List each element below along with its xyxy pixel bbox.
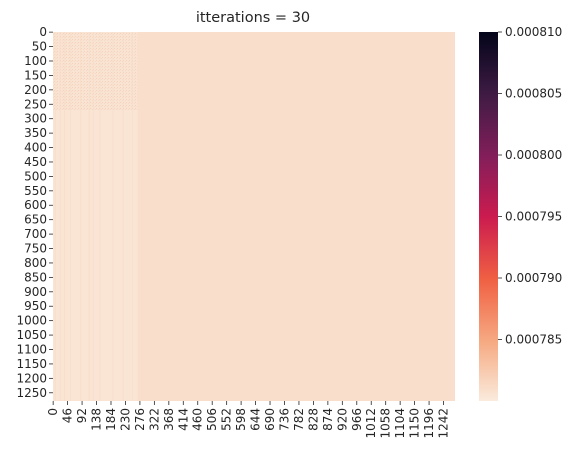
- heatmap-streak: [99, 32, 101, 401]
- x-tick-label: 644: [249, 408, 263, 431]
- y-tick-label: 300: [24, 112, 47, 126]
- y-tick-label: 800: [24, 256, 47, 270]
- x-tick-label: 460: [191, 408, 205, 431]
- x-tick-label: 1012: [364, 408, 378, 439]
- colorbar-tick-label: 0.000790: [505, 271, 562, 285]
- y-tick-label: 550: [24, 184, 47, 198]
- x-tick-label: 1104: [393, 408, 407, 439]
- heatmap-streak: [59, 32, 61, 401]
- x-tick-label: 736: [277, 408, 291, 431]
- heatmap-streak: [54, 32, 56, 401]
- x-tick-label: 506: [205, 408, 219, 431]
- colorbar-tick-label: 0.000810: [505, 25, 562, 39]
- y-tick-label: 0: [39, 25, 47, 39]
- y-tick-label: 1250: [16, 386, 47, 400]
- x-tick-label: 828: [306, 408, 320, 431]
- colorbar-tick-label: 0.000805: [505, 87, 562, 101]
- x-tick-label: 874: [321, 408, 335, 431]
- y-axis: 0501001502002503003504004505005506006507…: [16, 25, 53, 400]
- colorbar-tick-label: 0.000785: [505, 333, 562, 347]
- x-tick-label: 598: [234, 408, 248, 431]
- x-tick-label: 0: [46, 408, 60, 416]
- y-tick-label: 450: [24, 155, 47, 169]
- y-tick-label: 900: [24, 285, 47, 299]
- x-tick-label: 322: [147, 408, 161, 431]
- y-tick-label: 200: [24, 83, 47, 97]
- y-tick-label: 850: [24, 270, 47, 284]
- y-tick-label: 250: [24, 97, 47, 111]
- y-tick-label: 1100: [16, 343, 47, 357]
- x-tick-label: 92: [75, 408, 89, 423]
- x-tick-label: 1196: [422, 408, 436, 439]
- colorbar-gradient: [479, 32, 498, 401]
- chart-title: itterations = 30: [196, 10, 310, 26]
- x-tick-label: 184: [104, 408, 118, 431]
- x-tick-label: 414: [176, 408, 190, 431]
- x-tick-label: 920: [335, 408, 349, 431]
- x-tick-label: 1150: [408, 408, 422, 439]
- x-tick-label: 276: [133, 408, 147, 431]
- heatmap-cell-region-left-strip: [53, 109, 138, 402]
- x-tick-label: 552: [220, 408, 234, 431]
- x-tick-label: 46: [61, 408, 75, 423]
- heatmap-plot-area: [53, 32, 455, 402]
- heatmap-streak: [64, 32, 66, 401]
- y-tick-label: 400: [24, 141, 47, 155]
- y-tick-label: 650: [24, 213, 47, 227]
- y-tick-label: 950: [24, 299, 47, 313]
- y-tick-label: 1050: [16, 328, 47, 342]
- heatmap-streak: [131, 32, 133, 401]
- x-tick-label: 1242: [437, 408, 451, 439]
- y-tick-label: 350: [24, 126, 47, 140]
- colorbar-tick-label: 0.000795: [505, 210, 562, 224]
- x-tick-label: 368: [162, 408, 176, 431]
- x-tick-label: 1058: [379, 408, 393, 439]
- colorbar: 0.000785 0.000790 0.000795 0.000800 0.000805…: [479, 25, 562, 401]
- heatmap-streak: [69, 32, 71, 401]
- y-tick-label: 100: [24, 54, 47, 68]
- y-tick-label: 500: [24, 169, 47, 183]
- heatmap-streak: [122, 32, 124, 401]
- y-tick-label: 1200: [16, 371, 47, 385]
- x-tick-label: 782: [292, 408, 306, 431]
- x-tick-label: 230: [118, 408, 132, 431]
- y-tick-label: 750: [24, 242, 47, 256]
- y-tick-label: 600: [24, 198, 47, 212]
- heatmap-streak: [92, 32, 94, 401]
- x-axis: 0 46 92 138 184 230 276 322 368 414 460 506 552 598 64…: [46, 401, 451, 439]
- y-tick-label: 150: [24, 68, 47, 82]
- y-tick-label: 700: [24, 227, 47, 241]
- colorbar-tick-label: 0.000800: [505, 148, 562, 162]
- y-tick-label: 50: [32, 40, 47, 54]
- x-tick-label: 690: [263, 408, 277, 431]
- heatmap-cell-region-top-left-block: [53, 32, 138, 110]
- x-tick-label: 966: [350, 408, 364, 431]
- y-tick-label: 1150: [16, 357, 47, 371]
- heatmap-streak: [88, 32, 90, 401]
- heatmap-streak: [112, 32, 114, 401]
- y-tick-label: 1000: [16, 314, 47, 328]
- heatmap-streak: [80, 32, 82, 401]
- x-tick-label: 138: [90, 408, 104, 431]
